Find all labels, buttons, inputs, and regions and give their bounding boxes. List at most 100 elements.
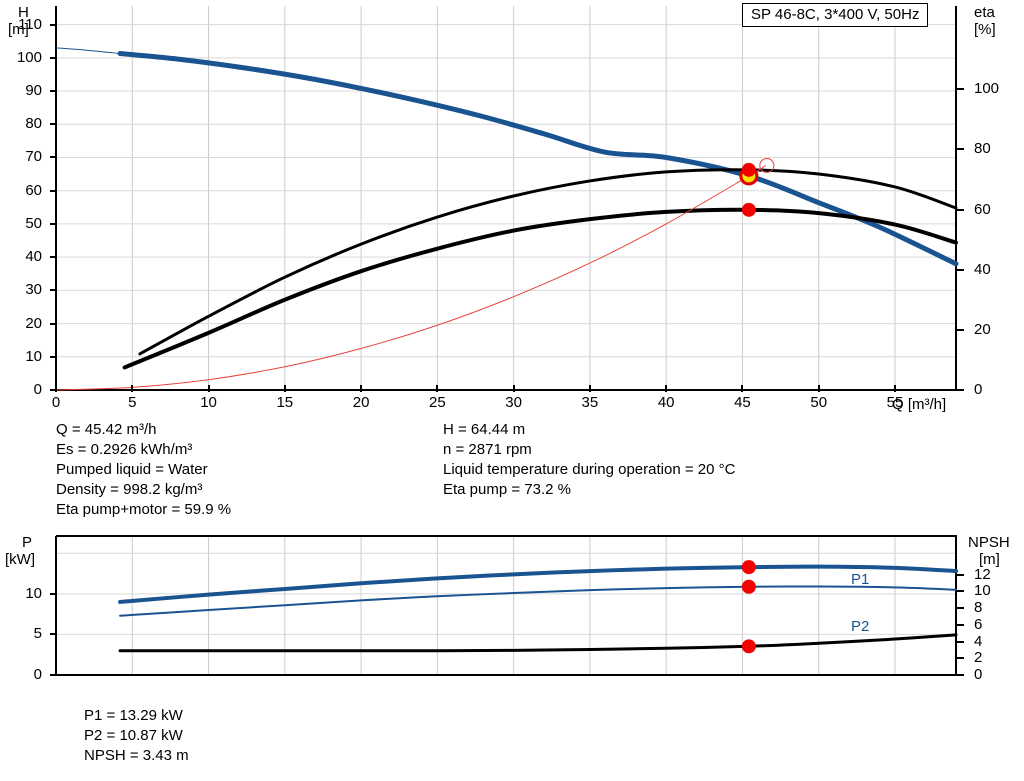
p-tick-mark <box>50 593 57 595</box>
eta-tick-label: 60 <box>974 201 991 218</box>
h-tick-mark <box>50 24 57 26</box>
q-tick-label: 50 <box>805 394 833 411</box>
marker-group <box>742 560 756 653</box>
p1-curve-label: P1 <box>851 571 869 588</box>
eta-tick-mark <box>957 269 964 271</box>
eta-tick-mark <box>957 148 964 150</box>
curve-eta-pump-motor <box>125 210 956 368</box>
curve-group <box>56 48 956 390</box>
info-line: Eta pump = 73.2 % <box>443 480 963 500</box>
q-tick-label: 0 <box>42 394 70 411</box>
p-tick-label: 0 <box>0 666 42 683</box>
npsh-marker <box>742 639 756 653</box>
h-tick-label: 70 <box>0 148 42 165</box>
q-tick-label: 45 <box>728 394 756 411</box>
q-tick-label: 10 <box>195 394 223 411</box>
info-line: Density = 998.2 kg/m³ <box>56 480 436 500</box>
p2-marker <box>742 580 756 594</box>
npsh-tick-mark <box>957 590 964 592</box>
q-tick-label: 55 <box>881 394 909 411</box>
power-npsh-plot <box>0 530 1024 705</box>
npsh-tick-label: 12 <box>974 566 991 583</box>
p-tick-label: 10 <box>0 585 42 602</box>
npsh-tick-label: 8 <box>974 599 982 616</box>
h-tick-mark <box>50 190 57 192</box>
eta-tick-label: 40 <box>974 261 991 278</box>
h-tick-mark <box>50 289 57 291</box>
operating-data-right: H = 64.44 m n = 2871 rpm Liquid temperat… <box>443 420 963 500</box>
info-line: Es = 0.2926 kWh/m³ <box>56 440 436 460</box>
q-tick-mark <box>208 385 210 392</box>
p-axis-title-unit2: [kW] <box>5 551 35 568</box>
h-tick-label: 110 <box>0 16 42 33</box>
q-tick-label: 30 <box>500 394 528 411</box>
q-tick-mark <box>131 385 133 392</box>
info-line: n = 2871 rpm <box>443 440 963 460</box>
h-tick-mark <box>50 90 57 92</box>
eta-tick-label: 20 <box>974 321 991 338</box>
grid-lines <box>56 537 956 675</box>
q-tick-mark <box>665 385 667 392</box>
q-tick-mark <box>513 385 515 392</box>
h-tick-label: 100 <box>0 49 42 66</box>
curve-h-extension-thin- <box>56 48 120 54</box>
eta-axis-title-unit1: eta <box>974 4 995 21</box>
eta-pump-marker <box>742 163 756 177</box>
info-line: H = 64.44 m <box>443 420 963 440</box>
h-tick-mark <box>50 57 57 59</box>
q-tick-label: 5 <box>118 394 146 411</box>
curve-h-head- <box>120 54 956 264</box>
p-axis-title-unit1: P <box>22 534 32 551</box>
curve-p1 <box>120 567 956 602</box>
q-tick-mark <box>741 385 743 392</box>
p1-marker <box>742 560 756 574</box>
h-tick-label: 0 <box>0 381 42 398</box>
npsh-tick-mark <box>957 641 964 643</box>
q-tick-label: 25 <box>423 394 451 411</box>
h-tick-mark <box>50 223 57 225</box>
eta-axis-title-unit2: [%] <box>974 21 996 38</box>
eta-tick-mark <box>957 329 964 331</box>
eta-tick-label: 100 <box>974 80 999 97</box>
npsh-tick-label: 10 <box>974 582 991 599</box>
chart-title-box: SP 46-8C, 3*400 V, 50Hz <box>742 3 928 27</box>
power-data-block: P1 = 13.29 kW P2 = 10.87 kW NPSH = 3.43 … <box>84 706 484 766</box>
npsh-tick-mark <box>957 674 964 676</box>
q-tick-mark <box>589 385 591 392</box>
npsh-tick-mark <box>957 574 964 576</box>
curve-npsh <box>120 635 956 651</box>
p-tick-mark <box>50 674 57 676</box>
npsh-tick-label: 4 <box>974 633 982 650</box>
q-tick-mark <box>894 385 896 392</box>
h-tick-label: 50 <box>0 215 42 232</box>
p2-curve-label: P2 <box>851 618 869 635</box>
h-tick-mark <box>50 156 57 158</box>
q-tick-label: 20 <box>347 394 375 411</box>
npsh-tick-mark <box>957 607 964 609</box>
npsh-tick-mark <box>957 657 964 659</box>
info-line: Pumped liquid = Water <box>56 460 436 480</box>
h-tick-mark <box>50 256 57 258</box>
npsh-axis-title-unit1: NPSH <box>968 534 1010 551</box>
eta-pump-motor-marker <box>742 203 756 217</box>
info-line: P2 = 10.87 kW <box>84 726 484 746</box>
eta-tick-label: 0 <box>974 381 982 398</box>
q-tick-label: 40 <box>652 394 680 411</box>
head-eta-plot <box>0 0 1024 415</box>
h-tick-mark <box>50 123 57 125</box>
h-tick-label: 90 <box>0 82 42 99</box>
info-line: NPSH = 3.43 m <box>84 746 484 766</box>
power-npsh-chart: P [kW] NPSH [m] P1 P2 0510 024681012 <box>0 530 1024 705</box>
eta-tick-mark <box>957 389 964 391</box>
eta-tick-mark <box>957 209 964 211</box>
h-tick-label: 30 <box>0 281 42 298</box>
info-line: P1 = 13.29 kW <box>84 706 484 726</box>
q-tick-mark <box>818 385 820 392</box>
eta-tick-label: 80 <box>974 140 991 157</box>
info-line: Eta pump+motor = 59.9 % <box>56 500 436 520</box>
q-tick-label: 35 <box>576 394 604 411</box>
q-tick-mark <box>436 385 438 392</box>
curve-group <box>120 567 956 651</box>
q-tick-label: 15 <box>271 394 299 411</box>
p-tick-mark <box>50 633 57 635</box>
